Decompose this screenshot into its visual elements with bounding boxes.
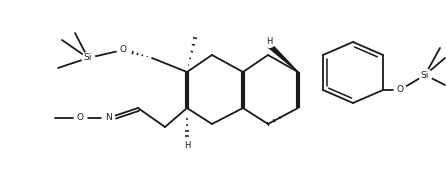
Text: N: N (105, 113, 111, 122)
Polygon shape (265, 41, 298, 72)
Text: O: O (396, 85, 404, 95)
Text: Si: Si (84, 53, 92, 62)
Text: O: O (76, 113, 84, 122)
Text: H: H (266, 36, 272, 45)
Text: Si: Si (421, 70, 429, 79)
Text: H: H (184, 141, 190, 150)
Text: O: O (119, 45, 127, 55)
